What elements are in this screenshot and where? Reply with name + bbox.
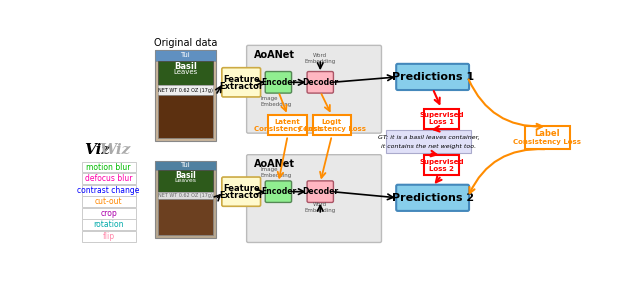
FancyBboxPatch shape xyxy=(386,130,472,153)
Text: AoANet: AoANet xyxy=(254,159,296,169)
FancyBboxPatch shape xyxy=(268,115,307,135)
Text: motion blur: motion blur xyxy=(86,163,131,172)
FancyBboxPatch shape xyxy=(158,61,212,85)
Text: Wiz: Wiz xyxy=(99,143,131,157)
FancyBboxPatch shape xyxy=(158,95,212,138)
Text: Decoder: Decoder xyxy=(302,78,339,87)
Text: NET WT 0.62 OZ (17g): NET WT 0.62 OZ (17g) xyxy=(158,88,213,92)
Text: Leaves: Leaves xyxy=(174,178,196,183)
Text: GT: it is a basil leaves container,: GT: it is a basil leaves container, xyxy=(378,135,479,140)
Text: contrast change: contrast change xyxy=(77,186,140,195)
Text: Tui: Tui xyxy=(180,163,190,169)
Text: Basil: Basil xyxy=(174,62,197,71)
Text: Image
Embedding: Image Embedding xyxy=(260,167,292,178)
Text: Word
Embedding: Word Embedding xyxy=(305,203,336,213)
FancyBboxPatch shape xyxy=(81,208,136,219)
FancyBboxPatch shape xyxy=(81,173,136,184)
Text: flip: flip xyxy=(102,232,115,241)
Text: Supervised: Supervised xyxy=(419,159,464,165)
Text: rotation: rotation xyxy=(93,220,124,229)
FancyBboxPatch shape xyxy=(158,85,212,95)
Text: Feature: Feature xyxy=(223,75,260,84)
FancyBboxPatch shape xyxy=(222,177,260,206)
Text: Encoder: Encoder xyxy=(260,78,296,87)
FancyBboxPatch shape xyxy=(396,64,469,90)
FancyBboxPatch shape xyxy=(246,155,381,243)
FancyBboxPatch shape xyxy=(307,181,333,203)
FancyBboxPatch shape xyxy=(81,162,136,172)
FancyBboxPatch shape xyxy=(246,45,381,133)
Text: Leaves: Leaves xyxy=(173,69,198,75)
FancyBboxPatch shape xyxy=(265,181,292,203)
Text: defocus blur: defocus blur xyxy=(85,174,132,183)
Text: Consistency Loss: Consistency Loss xyxy=(253,126,322,132)
FancyBboxPatch shape xyxy=(81,196,136,207)
Text: Loss 2: Loss 2 xyxy=(429,166,454,172)
FancyBboxPatch shape xyxy=(307,72,333,93)
FancyBboxPatch shape xyxy=(155,50,216,61)
FancyBboxPatch shape xyxy=(81,185,136,196)
FancyBboxPatch shape xyxy=(424,108,459,129)
Text: Decoder: Decoder xyxy=(302,187,339,196)
FancyBboxPatch shape xyxy=(81,219,136,230)
FancyBboxPatch shape xyxy=(396,185,469,211)
FancyBboxPatch shape xyxy=(81,231,136,242)
Text: Original data: Original data xyxy=(154,38,217,48)
FancyBboxPatch shape xyxy=(155,161,216,170)
Text: crop: crop xyxy=(100,209,117,218)
Text: Consistency Loss: Consistency Loss xyxy=(298,126,366,132)
FancyBboxPatch shape xyxy=(158,170,212,192)
Text: Supervised: Supervised xyxy=(419,112,464,118)
Text: Image
Embedding: Image Embedding xyxy=(260,96,292,107)
FancyBboxPatch shape xyxy=(158,199,212,235)
Text: it contains the net weight too.: it contains the net weight too. xyxy=(381,144,476,149)
Text: Label: Label xyxy=(534,129,560,138)
Text: Extractor: Extractor xyxy=(219,191,263,200)
FancyBboxPatch shape xyxy=(265,72,292,93)
Text: Predictions 1: Predictions 1 xyxy=(392,72,474,82)
Text: Encoder: Encoder xyxy=(260,187,296,196)
Text: NET WT 0.62 OZ (17g): NET WT 0.62 OZ (17g) xyxy=(158,193,213,198)
FancyBboxPatch shape xyxy=(158,192,212,199)
Text: Extractor: Extractor xyxy=(219,82,263,91)
Text: Tui: Tui xyxy=(180,52,190,58)
Text: Viz: Viz xyxy=(84,143,110,157)
Text: Basil: Basil xyxy=(175,171,196,180)
Text: Feature: Feature xyxy=(223,184,260,193)
Text: Logit: Logit xyxy=(322,119,342,125)
Text: Loss 1: Loss 1 xyxy=(429,119,454,125)
Text: Word
Embedding: Word Embedding xyxy=(305,53,336,64)
FancyBboxPatch shape xyxy=(424,156,459,175)
Text: Predictions 2: Predictions 2 xyxy=(392,193,474,203)
FancyBboxPatch shape xyxy=(525,126,570,149)
Text: cut-out: cut-out xyxy=(95,197,122,206)
Text: Latent: Latent xyxy=(275,119,301,125)
FancyBboxPatch shape xyxy=(222,68,260,97)
Text: Consistency Loss: Consistency Loss xyxy=(513,139,581,145)
Text: AoANet: AoANet xyxy=(254,50,296,60)
FancyBboxPatch shape xyxy=(155,161,216,238)
FancyBboxPatch shape xyxy=(155,50,216,141)
FancyBboxPatch shape xyxy=(312,115,351,135)
